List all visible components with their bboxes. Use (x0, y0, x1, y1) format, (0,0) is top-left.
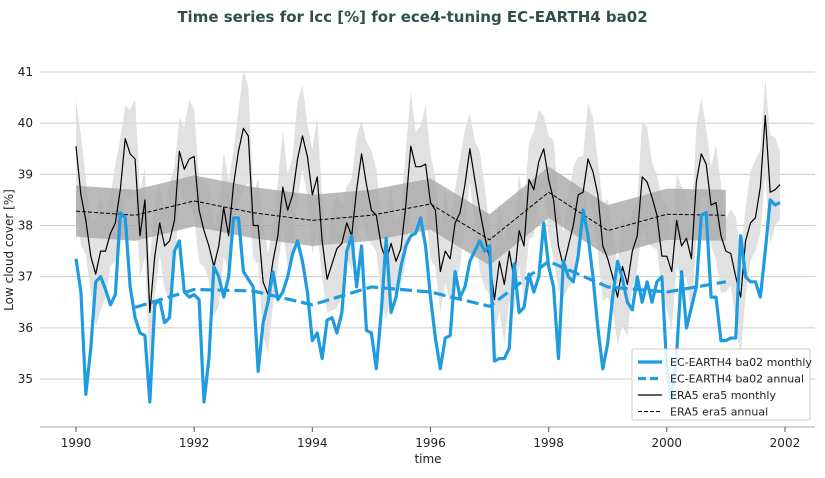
x-tick-label: 1994 (297, 436, 328, 450)
chart-title: Time series for lcc [%] for ece4-tuning … (177, 8, 648, 26)
legend-label: ERA5 era5 annual (670, 406, 768, 419)
era5-annual-line (75, 191, 726, 241)
ec-earth4-annual-line (134, 259, 727, 309)
x-tick-label: 2002 (770, 436, 801, 450)
y-tick-label: 35 (18, 372, 33, 386)
legend: EC-EARTH4 ba02 monthly EC-EARTH4 ba02 ann… (631, 348, 812, 421)
x-tick-label: 2000 (652, 436, 683, 450)
x-tick-label: 1998 (533, 436, 564, 450)
legend-box (631, 348, 811, 421)
era5-annual-range-band (76, 166, 726, 266)
y-tick-label: 40 (18, 116, 33, 130)
x-tick-label: 1992 (179, 436, 210, 450)
era5-monthly-line (75, 114, 781, 314)
y-tick-label: 36 (18, 321, 33, 335)
y-tick-label: 38 (18, 219, 33, 233)
x-axis-label: time (414, 452, 441, 466)
legend-label: EC-EARTH4 ba02 monthly (670, 356, 812, 369)
ec-earth4-monthly-line (74, 198, 781, 404)
y-tick-label: 39 (18, 167, 33, 181)
y-tick-label: 41 (18, 65, 33, 79)
legend-label: EC-EARTH4 ba02 annual (670, 373, 804, 386)
y-axis-label: Low cloud cover [%] (2, 189, 16, 311)
x-tick-label: 1996 (415, 436, 446, 450)
x-tick-label: 1990 (61, 436, 92, 450)
legend-label: ERA5 era5 monthly (670, 389, 776, 402)
y-tick-label: 37 (18, 270, 33, 284)
